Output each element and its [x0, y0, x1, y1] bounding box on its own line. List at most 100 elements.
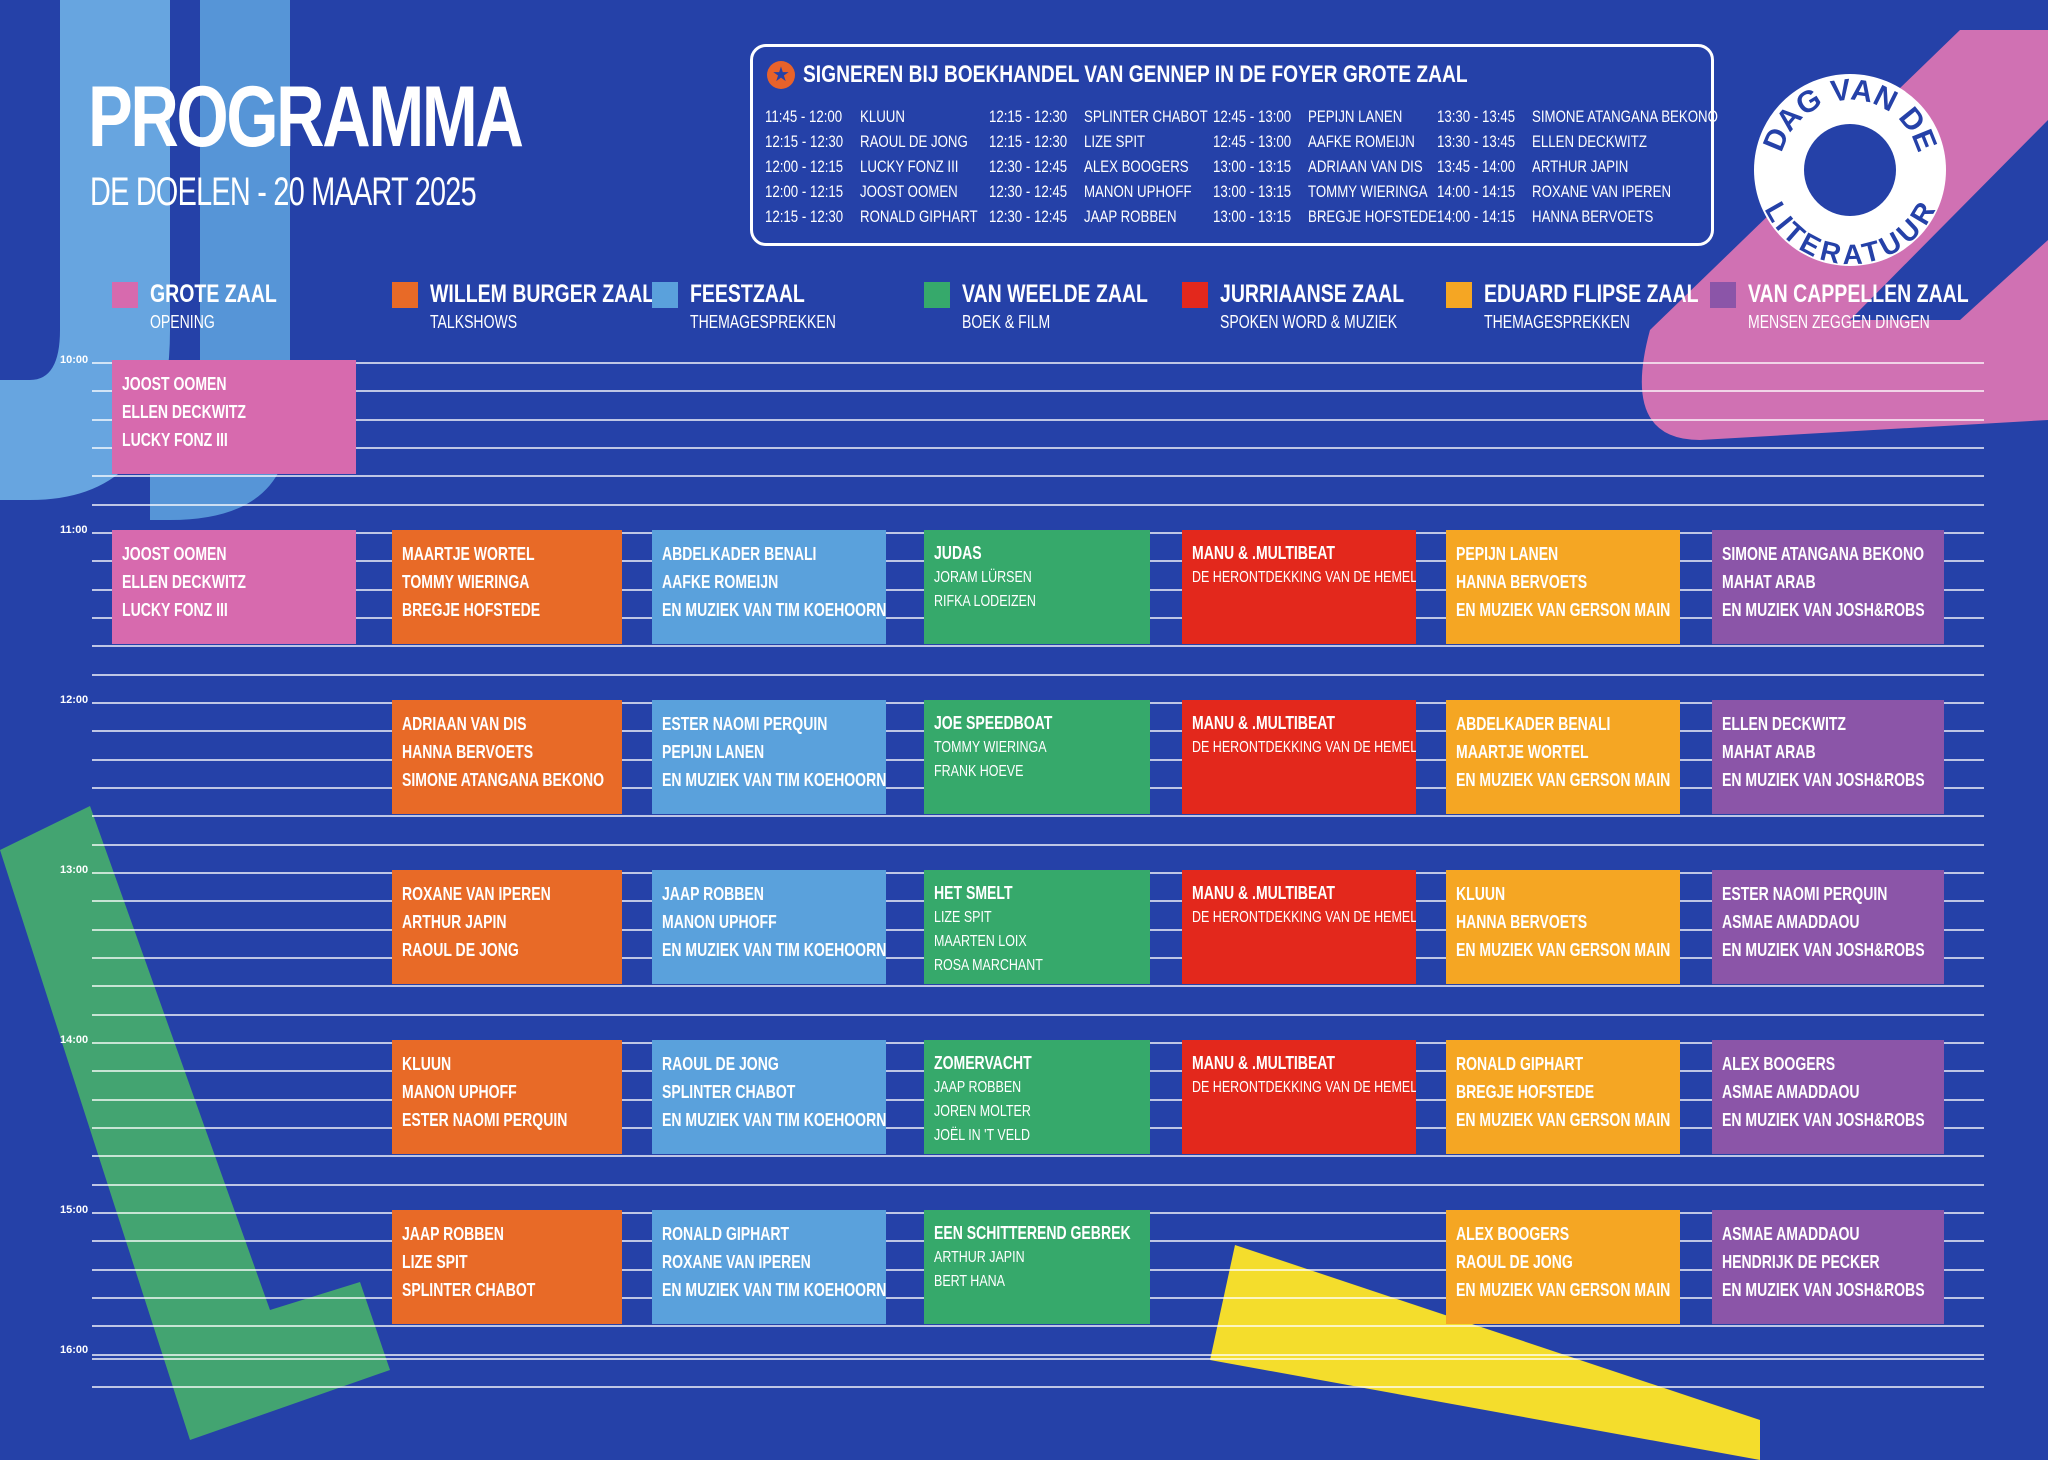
session-block[interactable]: JOOST OOMEN ELLEN DECKWITZ LUCKY FONZ III: [112, 360, 356, 474]
session-block[interactable]: MANU & .MULTIBEAT DE HERONTDEKKING VAN DE…: [1182, 870, 1416, 984]
signing-time: 12:45 - 13:00: [1213, 132, 1292, 151]
session-subline: DE HERONTDEKKING VAN DE HEMEL: [1192, 739, 1416, 756]
signing-author: ADRIAAN VAN DIS: [1308, 157, 1423, 176]
session-block[interactable]: HET SMELT LIZE SPIT MAARTEN LOIX ROSA MARCH…: [924, 870, 1150, 984]
room-name: FEESTZAAL: [690, 280, 805, 308]
session-block[interactable]: ESTER NAOMI PERQUIN PEPIJN LANEN EN MUZIEK…: [652, 700, 886, 814]
session-block[interactable]: MANU & .MULTIBEAT DE HERONTDEKKING VAN DE…: [1182, 530, 1416, 644]
session-block[interactable]: ROXANE VAN IPEREN ARTHUR JAPIN RAOUL DE JO…: [392, 870, 622, 984]
room-color-swatch: [112, 282, 138, 308]
session-subline: LIZE SPIT: [934, 909, 992, 926]
page-subtitle: DE DOELEN - 20 MAART 2025: [90, 170, 477, 214]
signing-time: 13:30 - 13:45: [1437, 132, 1516, 151]
signing-time: 12:30 - 12:45: [989, 207, 1068, 226]
grid-line: [92, 645, 1984, 648]
session-block[interactable]: JOOST OOMEN ELLEN DECKWITZ LUCKY FONZ III: [112, 530, 356, 644]
session-subline: BERT HANA: [934, 1273, 1005, 1290]
session-performer: ADRIAAN VAN DIS: [402, 714, 527, 734]
room-subtitle: OPENING: [150, 312, 215, 332]
session-block[interactable]: KLUUN MANON UPHOFF ESTER NAOMI PERQUIN: [392, 1040, 622, 1154]
time-label: 11:00: [60, 524, 88, 536]
signing-row: 11:45 - 12:00 KLUUN: [765, 107, 989, 132]
session-block[interactable]: PEPIJN LANEN HANNA BERVOETS EN MUZIEK VAN …: [1446, 530, 1680, 644]
session-block[interactable]: ALEX BOOGERS ASMAE AMADDAOU EN MUZIEK VAN …: [1712, 1040, 1944, 1154]
session-block[interactable]: MANU & .MULTIBEAT DE HERONTDEKKING VAN DE…: [1182, 1040, 1416, 1154]
session-block[interactable]: ALEX BOOGERS RAOUL DE JONG EN MUZIEK VAN G…: [1446, 1210, 1680, 1324]
session-performer: ROXANE VAN IPEREN: [662, 1252, 811, 1272]
signing-author: JAAP ROBBEN: [1084, 207, 1177, 226]
signing-author: TOMMY WIERINGA: [1308, 182, 1428, 201]
session-block[interactable]: ASMAE AMADDAOU HENDRIJK DE PECKER EN MUZIE…: [1712, 1210, 1944, 1324]
session-block[interactable]: ADRIAAN VAN DIS HANNA BERVOETS SIMONE ATAN…: [392, 700, 622, 814]
session-block[interactable]: ABDELKADER BENALI AAFKE ROMEIJN EN MUZIEK …: [652, 530, 886, 644]
session-block[interactable]: MAARTJE WORTEL TOMMY WIERINGA BREGJE HOFST…: [392, 530, 622, 644]
time-label: 13:00: [60, 864, 89, 876]
session-performer: RONALD GIPHART: [1456, 1054, 1584, 1074]
session-performer: JAAP ROBBEN: [662, 884, 764, 904]
room-name: EDUARD FLIPSE ZAAL: [1484, 280, 1699, 308]
session-performer: EN MUZIEK VAN JOSH&ROBS: [1722, 1110, 1925, 1130]
session-performer: EN MUZIEK VAN JOSH&ROBS: [1722, 770, 1925, 790]
green-l-shape: [0, 806, 390, 1440]
room-subtitle: BOEK & FILM: [962, 312, 1051, 332]
signing-time: 13:45 - 14:00: [1437, 157, 1516, 176]
grid-line: [92, 985, 1984, 988]
time-label: 16:00: [60, 1344, 89, 1356]
session-performer: ELLEN DECKWITZ: [122, 402, 247, 422]
signing-time: 12:00 - 12:15: [765, 157, 844, 176]
session-title: MANU & .MULTIBEAT: [1192, 713, 1335, 733]
signing-author: MANON UPHOFF: [1084, 182, 1192, 201]
room-name: WILLEM BURGER ZAAL: [430, 280, 655, 308]
signing-title: SIGNEREN BIJ BOEKHANDEL VAN GENNEP IN DE…: [803, 61, 1468, 88]
grid-line: [92, 1013, 1984, 1016]
session-performer: EN MUZIEK VAN TIM KOEHOORN: [662, 1280, 886, 1300]
signing-time: 12:45 - 13:00: [1213, 107, 1292, 126]
session-block[interactable]: SIMONE ATANGANA BEKONO MAHAT ARAB EN MUZIE…: [1712, 530, 1944, 644]
session-block[interactable]: ABDELKADER BENALI MAARTJE WORTEL EN MUZIEK…: [1446, 700, 1680, 814]
session-block[interactable]: ESTER NAOMI PERQUIN ASMAE AMADDAOU EN MUZI…: [1712, 870, 1944, 984]
signing-author: SIMONE ATANGANA BEKONO: [1532, 107, 1718, 126]
signing-row: 12:45 - 13:00 PEPIJN LANEN: [1213, 107, 1437, 132]
room-color-swatch: [1182, 282, 1208, 308]
session-block[interactable]: RONALD GIPHART ROXANE VAN IPEREN EN MUZIEK…: [652, 1210, 886, 1324]
session-subline: JOËL IN 'T VELD: [934, 1127, 1031, 1144]
session-block[interactable]: RAOUL DE JONG SPLINTER CHABOT EN MUZIEK VA…: [652, 1040, 886, 1154]
session-block[interactable]: RONALD GIPHART BREGJE HOFSTEDE EN MUZIEK V…: [1446, 1040, 1680, 1154]
session-block[interactable]: ZOMERVACHT JAAP ROBBEN JOREN MOLTER JOËL IN…: [924, 1040, 1150, 1154]
room-name: VAN CAPPELLEN ZAAL: [1748, 280, 1969, 308]
session-performer: EN MUZIEK VAN GERSON MAIN: [1456, 1280, 1671, 1300]
session-block[interactable]: KLUUN HANNA BERVOETS EN MUZIEK VAN GERSON …: [1446, 870, 1680, 984]
signing-author: JOOST OOMEN: [860, 182, 958, 201]
room-color-swatch: [392, 282, 418, 308]
session-block[interactable]: MANU & .MULTIBEAT DE HERONTDEKKING VAN DE…: [1182, 700, 1416, 814]
session-performer: EN MUZIEK VAN TIM KOEHOORN: [662, 600, 886, 620]
room-subtitle: THEMAGESPREKKEN: [690, 312, 836, 332]
signing-row: 12:45 - 13:00 AAFKE ROMEIJN: [1213, 132, 1437, 157]
signing-row: 13:00 - 13:15 ADRIAAN VAN DIS: [1213, 157, 1437, 182]
session-performer: RAOUL DE JONG: [402, 940, 519, 960]
signing-list: 11:45 - 12:00 KLUUN 12:15 - 12:30 RAOUL DE …: [765, 107, 1718, 232]
room-subtitle: TALKSHOWS: [430, 312, 518, 332]
session-block[interactable]: JAAP ROBBEN LIZE SPIT SPLINTER CHABOT: [392, 1210, 622, 1324]
grid-line: [92, 418, 1984, 421]
signing-author: KLUUN: [860, 107, 905, 126]
session-block[interactable]: JOE SPEEDBOAT TOMMY WIERINGA FRANK HOEVE: [924, 700, 1150, 814]
session-performer: EN MUZIEK VAN GERSON MAIN: [1456, 1110, 1671, 1130]
session-performer: HANNA BERVOETS: [1456, 572, 1588, 592]
grid-line: [92, 673, 1984, 676]
session-block[interactable]: JAAP ROBBEN MANON UPHOFF EN MUZIEK VAN TIM…: [652, 870, 886, 984]
signing-column: 11:45 - 12:00 KLUUN 12:15 - 12:30 RAOUL DE …: [765, 107, 989, 232]
session-title: EEN SCHITTEREND GEBREK: [934, 1223, 1131, 1243]
dag-van-de-literatuur-logo: DAG VAN DE LITERATUUR: [1754, 73, 1946, 270]
grid-line: [92, 1155, 1984, 1158]
session-performer: EN MUZIEK VAN GERSON MAIN: [1456, 940, 1671, 960]
session-block[interactable]: EEN SCHITTEREND GEBREK ARTHUR JAPIN BERT H…: [924, 1210, 1150, 1324]
session-performer: RAOUL DE JONG: [1456, 1252, 1573, 1272]
session-performer: ASMAE AMADDAOU: [1722, 1224, 1860, 1244]
session-performer: SIMONE ATANGANA BEKONO: [1722, 544, 1925, 564]
session-block[interactable]: JUDAS JORAM LÜRSEN RIFKA LODEIZEN: [924, 530, 1150, 644]
session-performer: MAHAT ARAB: [1722, 742, 1816, 762]
session-block[interactable]: ELLEN DECKWITZ MAHAT ARAB EN MUZIEK VAN JO…: [1712, 700, 1944, 814]
session-performer: BREGJE HOFSTEDE: [402, 600, 541, 620]
